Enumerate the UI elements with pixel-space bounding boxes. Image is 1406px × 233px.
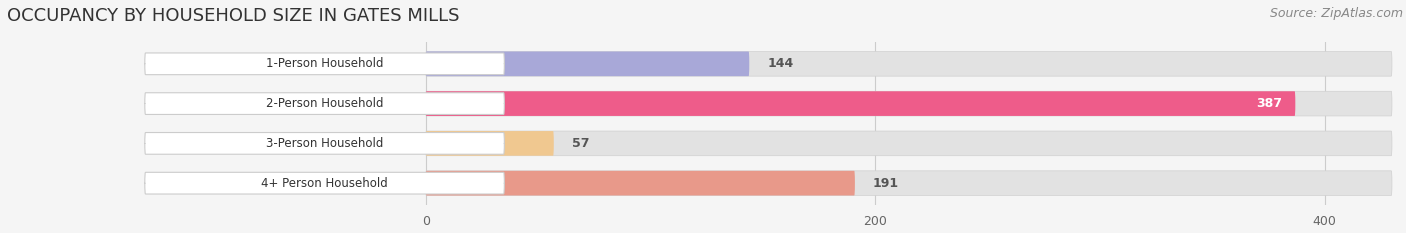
Text: OCCUPANCY BY HOUSEHOLD SIZE IN GATES MILLS: OCCUPANCY BY HOUSEHOLD SIZE IN GATES MIL…	[7, 7, 460, 25]
Text: 144: 144	[768, 57, 793, 70]
Text: 387: 387	[1256, 97, 1282, 110]
Text: 1-Person Household: 1-Person Household	[266, 57, 384, 70]
Text: Source: ZipAtlas.com: Source: ZipAtlas.com	[1270, 7, 1403, 20]
FancyBboxPatch shape	[426, 51, 749, 76]
FancyBboxPatch shape	[426, 131, 1392, 156]
FancyBboxPatch shape	[145, 133, 505, 154]
Text: 3-Person Household: 3-Person Household	[266, 137, 384, 150]
FancyBboxPatch shape	[426, 51, 1392, 76]
FancyBboxPatch shape	[426, 91, 1392, 116]
Text: 2-Person Household: 2-Person Household	[266, 97, 384, 110]
FancyBboxPatch shape	[426, 131, 554, 156]
FancyBboxPatch shape	[426, 171, 1392, 195]
FancyBboxPatch shape	[145, 172, 505, 194]
FancyBboxPatch shape	[145, 53, 505, 75]
Text: 4+ Person Household: 4+ Person Household	[262, 177, 388, 190]
FancyBboxPatch shape	[426, 91, 1295, 116]
Text: 191: 191	[873, 177, 898, 190]
FancyBboxPatch shape	[145, 93, 505, 114]
FancyBboxPatch shape	[426, 171, 855, 195]
Text: 57: 57	[572, 137, 589, 150]
